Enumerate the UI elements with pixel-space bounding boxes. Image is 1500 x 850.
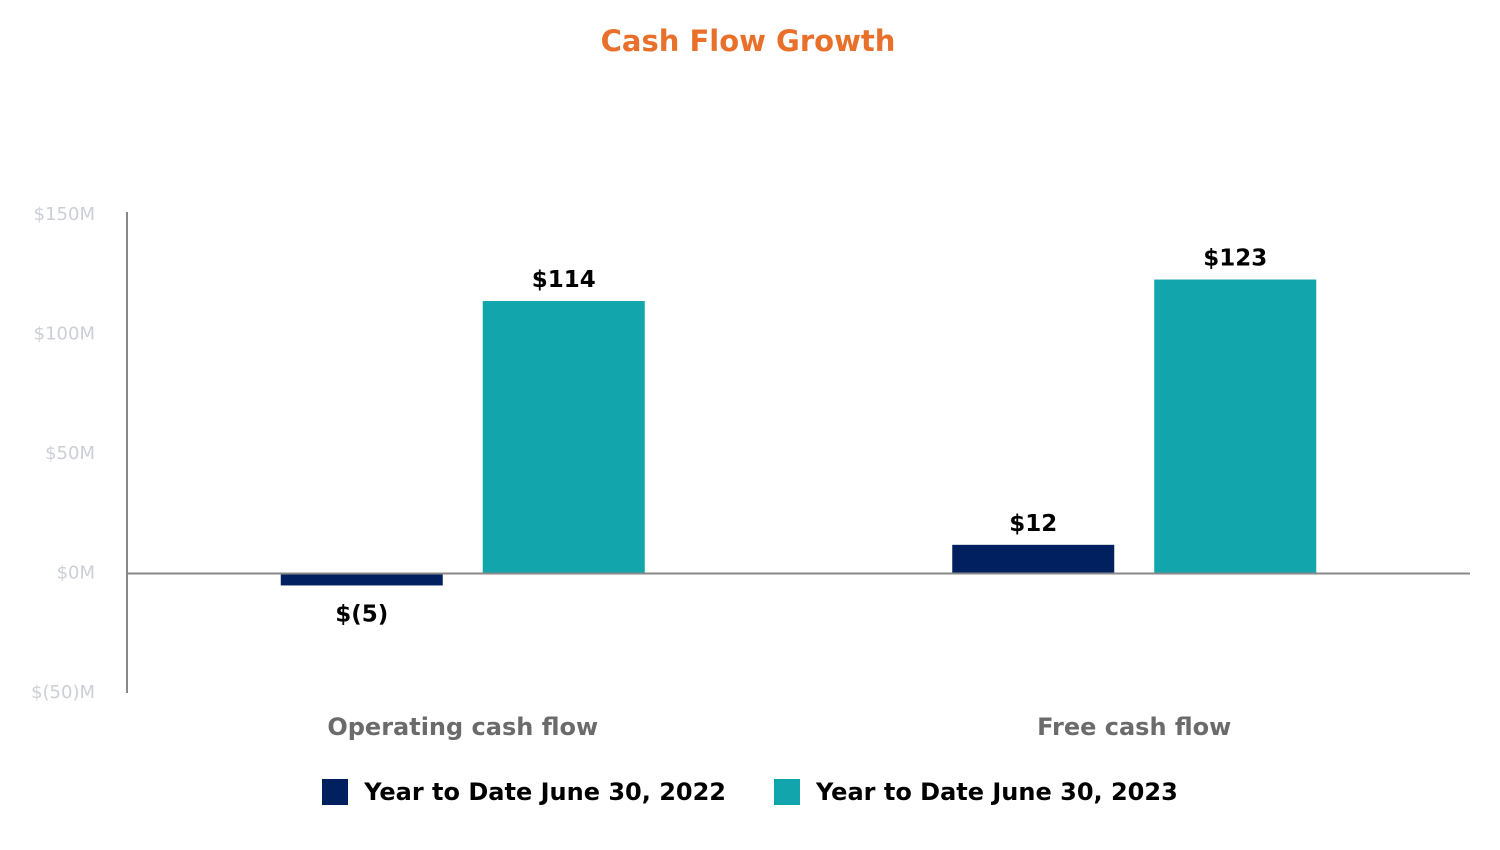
bar — [952, 544, 1115, 574]
data-labels: $(5) $114 $12 $123 — [335, 246, 1267, 628]
category-label: Operating cash flow — [327, 713, 598, 741]
chart-title: Cash Flow Growth — [600, 24, 896, 58]
bar — [280, 573, 443, 586]
bar-chart: $150M$100M$50M$0M$(50)M $(5)$114$12$123 … — [31, 204, 1470, 741]
category-label: Free cash flow — [1037, 713, 1231, 741]
data-label: $12 — [1009, 511, 1057, 537]
legend-item-2023: Year to Date June 30, 2023 — [774, 778, 1178, 806]
bar — [482, 301, 645, 574]
y-tick-label: $(50)M — [31, 682, 95, 703]
data-label: $123 — [1203, 246, 1267, 272]
y-tick-label: $50M — [45, 443, 95, 464]
bar — [1154, 279, 1317, 574]
bars — [280, 279, 1317, 586]
legend-swatch-2023 — [774, 779, 800, 805]
y-tick-label: $100M — [34, 324, 95, 345]
legend-label-2023: Year to Date June 30, 2023 — [816, 778, 1178, 806]
y-axis-ticks: $150M $100M $50M $0M $(50)M — [31, 204, 95, 703]
legend-item-2022: Year to Date June 30, 2022 — [322, 778, 726, 806]
category-labels: Operating cash flow Free cash flow — [327, 713, 1231, 741]
legend-swatch-2022 — [322, 779, 349, 805]
y-tick-label: $150M — [34, 204, 95, 225]
legend-label-2022: Year to Date June 30, 2022 — [364, 778, 726, 806]
data-label: $114 — [532, 267, 596, 293]
legend: Year to Date June 30, 2022 Year to Date … — [0, 778, 1500, 806]
y-tick-label: $0M — [57, 563, 95, 584]
data-label: $(5) — [335, 601, 388, 627]
